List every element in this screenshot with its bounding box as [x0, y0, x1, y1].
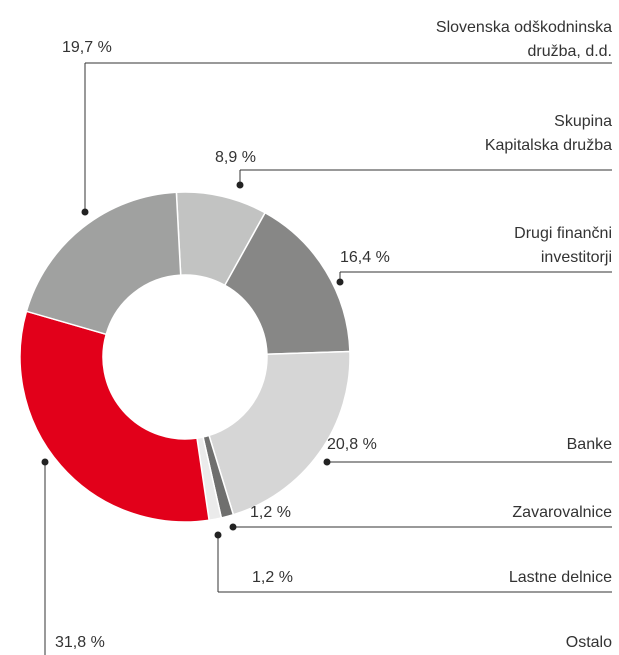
value-label: 19,7 % — [62, 39, 112, 56]
category-label: Ostalo — [565, 634, 612, 651]
value-label: 31,8 % — [55, 634, 105, 651]
leader-dot — [41, 458, 49, 466]
donut-slice — [19, 310, 210, 523]
category-label: Drugi finančni investitorji — [514, 225, 612, 266]
category-label: Slovenska odškodninska družba, d.d. — [435, 19, 612, 60]
value-label: 1,2 % — [250, 504, 291, 521]
value-label: 1,2 % — [252, 569, 293, 586]
donut-slice — [208, 350, 351, 516]
value-label: 20,8 % — [327, 436, 377, 453]
leader-dot — [236, 181, 244, 189]
leader-dot — [229, 523, 237, 531]
leader-dot — [336, 278, 344, 286]
leader-dot — [323, 458, 331, 466]
donut-slice — [25, 191, 182, 336]
leader-dot — [214, 531, 222, 539]
category-label: Lastne delnice — [508, 569, 612, 586]
category-label: Zavarovalnice — [512, 504, 612, 521]
value-label: 16,4 % — [340, 249, 390, 266]
category-label: Skupina Kapitalska družba — [484, 113, 612, 154]
category-label: Banke — [566, 436, 612, 453]
leader-dot — [81, 208, 89, 216]
value-label: 8,9 % — [215, 149, 256, 166]
